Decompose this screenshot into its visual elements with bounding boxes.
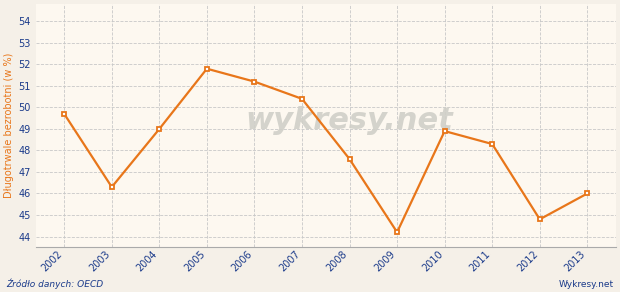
Text: Źródło danych: OECD: Źródło danych: OECD: [6, 279, 104, 289]
Y-axis label: Długotrwale bezrobotni (w %): Długotrwale bezrobotni (w %): [4, 53, 14, 198]
Text: Wykresy.net: Wykresy.net: [559, 280, 614, 289]
Text: wykresy.net: wykresy.net: [245, 106, 453, 135]
